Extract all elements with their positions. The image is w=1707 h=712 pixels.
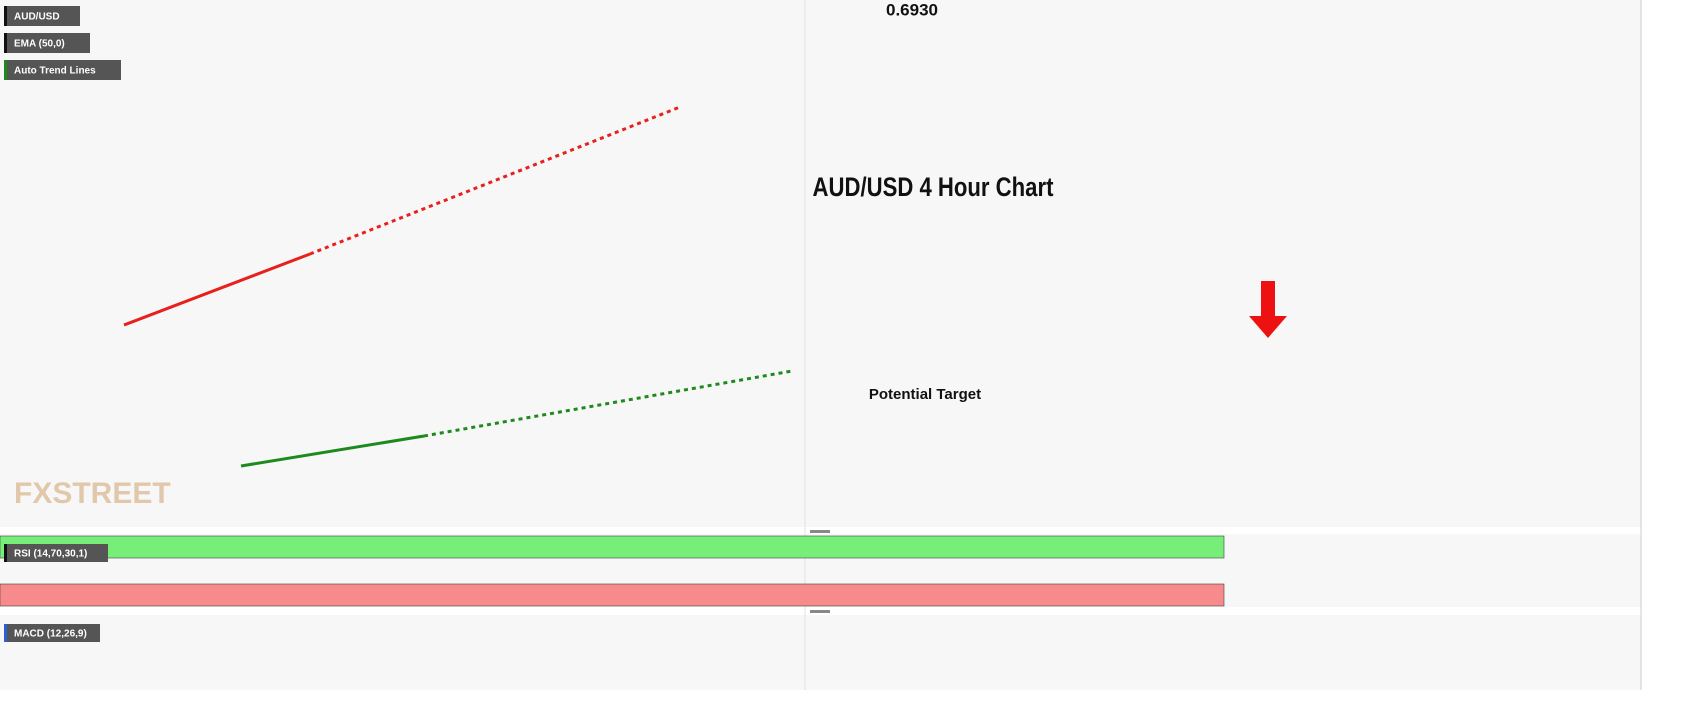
rsi-overbought-zone (0, 535, 1225, 559)
legend-box (4, 60, 121, 80)
legend-label: MACD (12,26,9) (14, 629, 87, 640)
legend-swatch (4, 624, 7, 642)
legend-label: RSI (14,70,30,1) (14, 549, 87, 560)
legend-swatch (4, 544, 7, 562)
trend-line-projection (309, 105, 681, 256)
macd-panel (0, 615, 1641, 690)
panel-handle (810, 530, 830, 533)
legend-box (4, 544, 108, 562)
down-arrow (1249, 281, 1287, 338)
panel-handle (810, 610, 830, 613)
watermark: FXSTREET (14, 477, 171, 510)
legend-swatch (4, 33, 7, 53)
main-panel (0, 0, 1641, 527)
trend-line-projection (423, 369, 793, 438)
trend-line (123, 252, 311, 327)
legend-box (4, 624, 100, 642)
legend-label: Auto Trend Lines (14, 66, 96, 77)
legend-label: EMA (50,0) (14, 39, 65, 50)
legend-label: AUD/USD (14, 12, 60, 23)
legend-swatch (4, 6, 7, 26)
legend-swatch (4, 60, 7, 80)
high-annotation: 0.6930 (886, 0, 938, 19)
legend-box (4, 33, 90, 53)
chart-title: AUD/USD 4 Hour Chart (813, 173, 1054, 203)
target-annotation: Potential Target (869, 386, 981, 403)
rsi-oversold-zone (0, 583, 1225, 607)
trend-line (240, 434, 425, 468)
legend-box (4, 6, 80, 26)
